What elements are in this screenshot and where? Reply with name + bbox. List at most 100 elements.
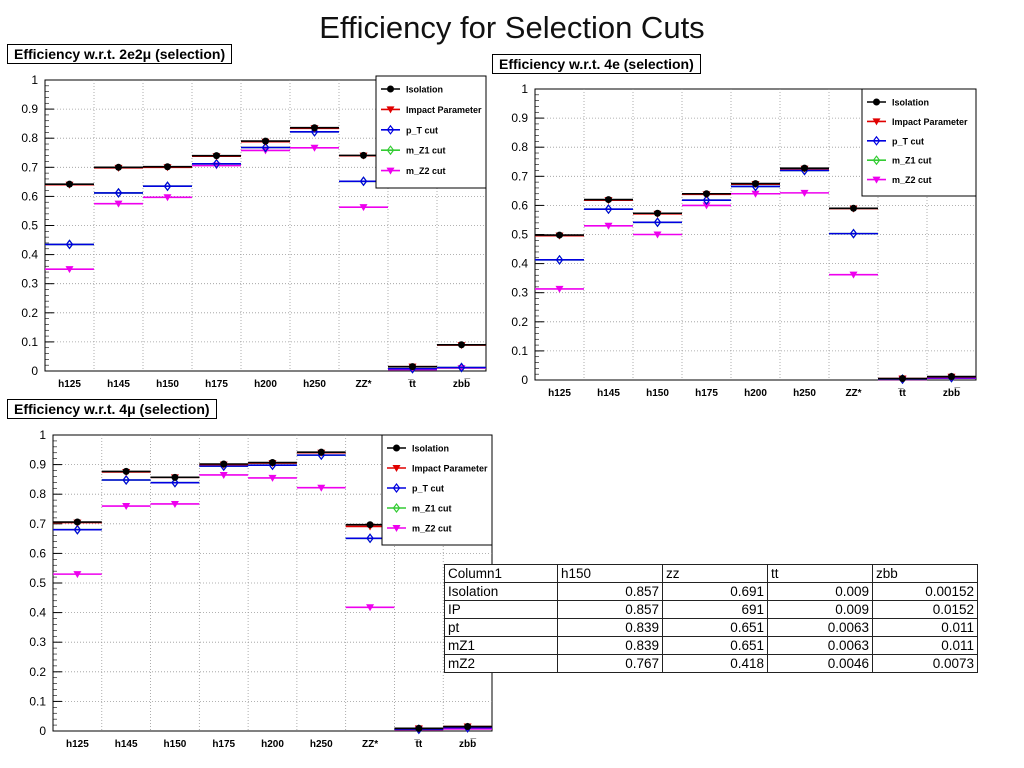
x-tick-label: zbb̅: [459, 738, 476, 750]
y-tick-label: 0.1: [511, 344, 528, 358]
data-point: [605, 196, 612, 204]
table-header-cell: zbb: [872, 564, 978, 583]
legend-label: m_Z1 cut: [892, 156, 932, 166]
data-point: [604, 222, 613, 230]
legend-label: m_Z2 cut: [406, 166, 446, 176]
y-tick-label: 1: [521, 82, 528, 96]
data-point: [73, 524, 82, 535]
y-tick-label: 0: [521, 373, 528, 387]
legend-label: p_T cut: [412, 484, 444, 494]
y-tick-label: 0.4: [21, 248, 38, 262]
legend-label: p_T cut: [892, 136, 924, 146]
x-tick-label: h200: [261, 739, 284, 750]
x-tick-label: t̅t: [408, 378, 417, 390]
legend-box: [861, 88, 977, 197]
table-cell: 0.418: [662, 654, 768, 673]
legend: Isolation Impact Parameter p_T cut m_Z1 cut…: [381, 434, 493, 546]
data-point: [164, 163, 171, 171]
table-cell: 0.839: [557, 618, 663, 637]
table-header-cell: Column1: [444, 564, 558, 583]
x-tick-label: h145: [597, 388, 620, 399]
x-tick-label: h175: [695, 388, 718, 399]
legend-label: Impact Parameter: [412, 464, 488, 474]
table-cell: 0.00152: [872, 582, 978, 601]
data-point: [65, 239, 74, 250]
data-point: [556, 231, 563, 239]
legend: Isolation Impact Parameter p_T cut m_Z1 cut…: [861, 88, 977, 197]
chart-title-2e2mu: Efficiency w.r.t. 2e2μ (selection): [7, 44, 233, 64]
table-cell: 0.691: [662, 582, 768, 601]
data-point: [409, 363, 416, 371]
x-tick-label: ZZ*: [362, 739, 378, 750]
data-point: [261, 142, 270, 153]
legend-marker: [386, 124, 395, 135]
data-point: [66, 180, 73, 188]
legend-marker: [872, 118, 881, 126]
table-row: Isolation 0.857 0.691 0.009 0.00152: [444, 582, 978, 601]
data-point: [800, 189, 809, 197]
x-tick-label: ZZ*: [355, 379, 371, 390]
y-tick-label: 0.2: [21, 306, 38, 320]
table-cell: Isolation: [444, 582, 558, 601]
data-point: [171, 473, 179, 481]
table-cell: IP: [444, 600, 558, 619]
y-tick-label: 0.4: [29, 606, 46, 620]
legend-label: Impact Parameter: [892, 117, 968, 127]
legend-label: Impact Parameter: [406, 105, 482, 115]
y-tick-label: 0.1: [21, 335, 38, 349]
data-point: [654, 209, 661, 217]
table-cell: 0.009: [767, 582, 873, 601]
legend-marker: [392, 465, 401, 472]
data-point: [604, 204, 613, 215]
y-tick-label: 1: [31, 73, 38, 87]
data-point: [899, 375, 906, 383]
data-point: [163, 194, 172, 202]
y-tick-label: 0.9: [21, 102, 38, 116]
legend-marker: [392, 483, 401, 493]
x-tick-label: h125: [66, 739, 89, 750]
legend-marker: [386, 145, 395, 156]
legend-marker: [386, 106, 395, 114]
series-isolation: [535, 164, 976, 383]
data-point: [310, 144, 319, 152]
data-point: [752, 180, 759, 188]
data-point: [359, 176, 368, 187]
x-tick-label: h150: [164, 739, 187, 750]
y-tick-label: 0.3: [511, 286, 528, 300]
table-cell: 0.651: [662, 636, 768, 655]
legend-box: [381, 434, 493, 546]
y-tick-label: 0.8: [511, 140, 528, 154]
legend-marker: [386, 167, 395, 175]
legend-label: p_T cut: [406, 125, 438, 135]
data-point: [163, 181, 172, 192]
legend-label: Isolation: [406, 85, 443, 95]
data-point: [269, 459, 276, 467]
data-point: [73, 518, 81, 526]
data-point: [65, 266, 74, 274]
x-tick-label: h125: [548, 388, 571, 399]
data-point: [360, 151, 367, 159]
data-point: [849, 228, 858, 239]
data-point: [171, 477, 179, 488]
x-tick-label: t̅t: [898, 387, 907, 399]
data-point: [464, 723, 472, 731]
x-tick-label: zbb̅: [943, 387, 960, 399]
x-tick-label: h250: [793, 388, 816, 399]
data-point: [122, 503, 131, 511]
y-tick-label: 0.9: [29, 458, 46, 472]
table-row: pt 0.839 0.651 0.0063 0.011: [444, 618, 978, 637]
y-tick-label: 0.6: [29, 546, 46, 560]
table-cell: mZ1: [444, 636, 558, 655]
table-cell: 0.857: [557, 582, 663, 601]
table-row: IP 0.857 691 0.009 0.0152: [444, 600, 978, 619]
x-tick-label: h175: [205, 379, 228, 390]
y-tick-label: 0.4: [511, 257, 528, 271]
y-tick-label: 0.7: [511, 169, 528, 183]
x-tick-label: h150: [156, 379, 179, 390]
legend-label: m_Z1 cut: [412, 504, 452, 514]
data-point: [653, 231, 662, 239]
data-point: [415, 724, 423, 732]
table-cell: 0.839: [557, 636, 663, 655]
table-cell: 0.0063: [767, 636, 873, 655]
data-point: [702, 195, 711, 206]
